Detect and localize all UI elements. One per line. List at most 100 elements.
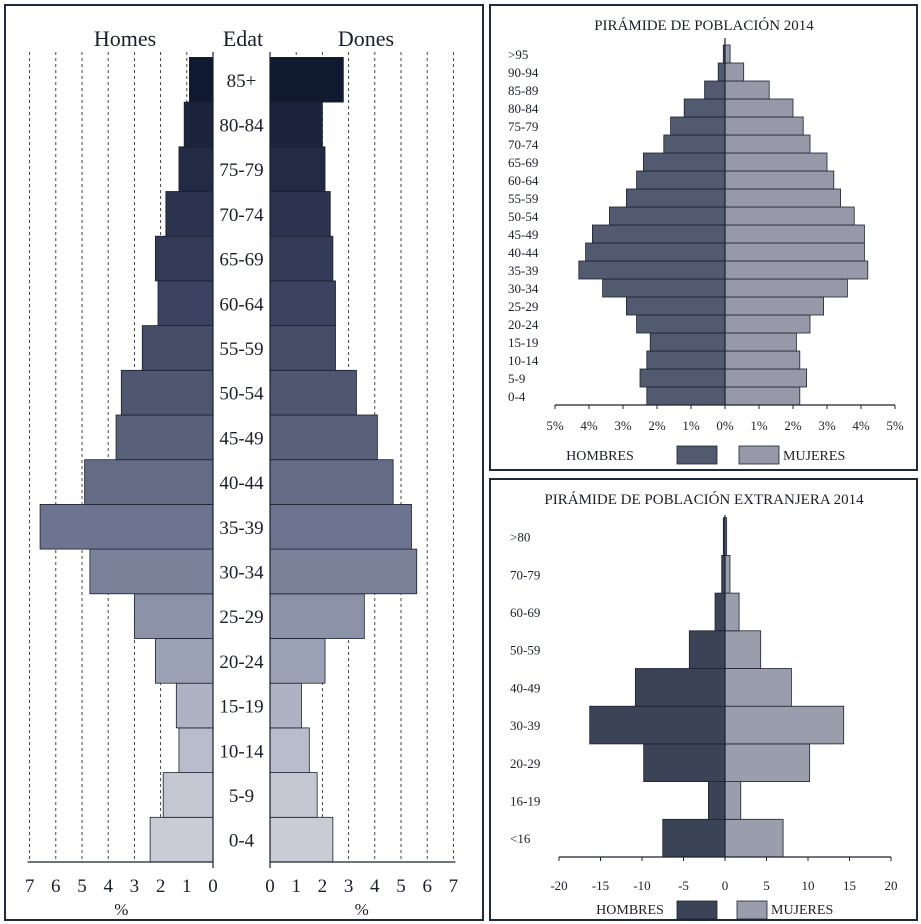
x-tick-label: 3% xyxy=(818,418,836,433)
bar-dones-15-19 xyxy=(269,682,302,729)
bar-mujeres-30-39 xyxy=(724,705,845,745)
bar-homes-40-44 xyxy=(84,459,214,505)
bar-hombres-0-4 xyxy=(646,386,726,406)
bar-dones-70-74 xyxy=(269,191,331,237)
x-tick-label: 0% xyxy=(716,418,734,433)
bar-dones-75-79 xyxy=(269,146,326,192)
bar-homes-25-29 xyxy=(133,593,214,639)
age-label: 5-9 xyxy=(508,371,525,386)
bar-homes-30-34 xyxy=(89,548,214,595)
population-pyramid-2014-chart: PIRÁMIDE DE POBLACIÓN 2014 0-4 5-9 10-14 15-… xyxy=(508,17,904,465)
bar-dones-20-24 xyxy=(269,638,326,684)
bar-mujeres-10-14 xyxy=(724,350,801,370)
bar-hombres-90-94 xyxy=(717,62,726,82)
x-tick-right: 2 xyxy=(318,876,328,897)
x-tick-label: 5% xyxy=(886,418,904,433)
bar-dones-60-64 xyxy=(269,280,336,326)
bar-mujeres-16-19 xyxy=(724,781,742,820)
bar-mujeres-40-49 xyxy=(724,668,792,707)
bar-hombres-20-24 xyxy=(636,314,726,334)
edat-title: Edat xyxy=(223,26,263,51)
bar-mujeres-5-9 xyxy=(724,368,807,388)
age-label: 35-39 xyxy=(508,263,538,278)
age-label-5-9: 5-9 xyxy=(229,786,254,807)
bar-mujeres-<16 xyxy=(724,818,784,858)
bar-dones-40-44 xyxy=(269,459,394,505)
age-label: 30-34 xyxy=(508,281,539,296)
x-tick-left: 3 xyxy=(130,876,140,897)
dones-title: Dones xyxy=(338,26,394,51)
age-label-50-54: 50-54 xyxy=(219,384,264,405)
x-tick-right: 7 xyxy=(449,876,459,897)
bar-mujeres-50-54 xyxy=(724,206,855,226)
age-label-80-84: 80-84 xyxy=(219,115,264,136)
bar-homes-0-4 xyxy=(149,816,214,863)
bar-mujeres-55-59 xyxy=(724,188,841,208)
bar-mujeres-70-74 xyxy=(724,134,811,154)
bar-hombres-25-29 xyxy=(625,296,726,316)
age-label: 20-29 xyxy=(510,756,540,771)
bar-hombres-16-19 xyxy=(707,781,726,820)
bar-dones-80-84 xyxy=(269,101,323,148)
age-label-10-14: 10-14 xyxy=(219,741,264,762)
age-label: 90-94 xyxy=(508,65,539,80)
x-tick-right: 3 xyxy=(344,876,354,897)
x-tick-label: 2% xyxy=(784,418,802,433)
legend-hombres-swatch xyxy=(676,445,718,465)
bar-homes-50-54 xyxy=(120,369,214,416)
bar-mujeres-75-79 xyxy=(724,116,804,136)
x-tick-label: 3% xyxy=(614,418,632,433)
age-label-40-44: 40-44 xyxy=(219,473,264,494)
bar-homes-55-59 xyxy=(141,325,214,371)
bar-homes-15-19 xyxy=(175,682,214,729)
bar-hombres-20-29 xyxy=(643,743,726,782)
age-label: 30-39 xyxy=(510,718,540,733)
bar-homes-45-49 xyxy=(115,414,214,461)
legend-mujeres-swatch xyxy=(738,445,780,465)
legend-mujeres-swatch xyxy=(736,900,768,920)
bar-mujeres-20-29 xyxy=(724,743,811,782)
bar-dones-55-59 xyxy=(269,325,336,371)
age-label: 55-59 xyxy=(508,191,538,206)
bar-mujeres-20-24 xyxy=(724,314,811,334)
age-label: >80 xyxy=(510,530,530,545)
bar-hombres-5-9 xyxy=(639,368,726,388)
age-label: 10-14 xyxy=(508,353,539,368)
age-label: 16-19 xyxy=(510,793,540,808)
bar-hombres-75-79 xyxy=(670,116,726,136)
bar-dones-35-39 xyxy=(269,503,412,550)
age-label-25-29: 25-29 xyxy=(219,607,263,628)
bar-homes-80-84 xyxy=(183,101,214,148)
x-tick-left: 6 xyxy=(51,876,61,897)
x-tick-label: 10 xyxy=(802,878,815,893)
age-label: 75-79 xyxy=(508,119,538,134)
bar-mujeres-60-64 xyxy=(724,170,835,190)
bar-mujeres-80-84 xyxy=(724,98,794,118)
bar-mujeres-35-39 xyxy=(724,260,869,280)
age-label-85+: 85+ xyxy=(227,71,257,92)
x-tick-label: 4% xyxy=(852,418,870,433)
age-label: 50-59 xyxy=(510,643,540,658)
bar-hombres-60-64 xyxy=(636,170,726,190)
age-label: 70-79 xyxy=(510,567,540,582)
bar-dones-5-9 xyxy=(269,772,318,818)
bar-homes-65-69 xyxy=(154,235,214,282)
bar-hombres-10-14 xyxy=(646,350,726,370)
x-tick-label: -20 xyxy=(550,878,567,893)
bar-mujeres-30-34 xyxy=(724,278,848,298)
legend-mujeres-label: MUJERES xyxy=(771,903,833,918)
age-label: 85-89 xyxy=(508,83,538,98)
age-label-55-59: 55-59 xyxy=(219,339,263,360)
bar-mujeres-70-79 xyxy=(724,555,731,594)
bar-dones-10-14 xyxy=(269,727,310,774)
bar-homes-85+ xyxy=(189,57,214,103)
bar-homes-70-74 xyxy=(165,191,214,237)
x-axis-label-left: % xyxy=(114,900,128,919)
age-label-60-64: 60-64 xyxy=(219,294,264,315)
age-label: 40-49 xyxy=(510,680,540,695)
bar-dones-30-34 xyxy=(269,548,418,595)
age-label-0-4: 0-4 xyxy=(229,831,255,852)
bar-mujeres-65-69 xyxy=(724,152,828,172)
age-label: 50-54 xyxy=(508,209,539,224)
bar-dones-0-4 xyxy=(269,816,334,863)
